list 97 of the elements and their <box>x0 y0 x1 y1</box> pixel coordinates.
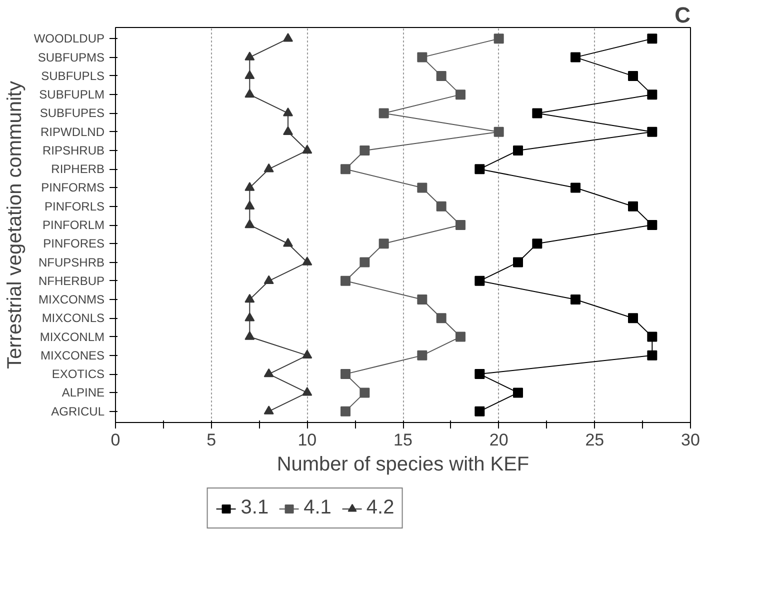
y-tick-label: WOODLDUP <box>34 32 104 46</box>
y-tick-label: PINFORES <box>43 236 104 251</box>
point <box>264 163 274 172</box>
y-tick-label: PINFORMS <box>41 180 105 195</box>
point <box>302 350 312 359</box>
annotation: C <box>674 2 691 28</box>
point <box>360 145 370 156</box>
point <box>378 238 389 249</box>
point <box>244 200 255 210</box>
y-tick-label: NFUPSHRB <box>38 255 105 270</box>
point <box>647 90 658 100</box>
y-tick-label: MIXCONLM <box>40 330 105 344</box>
point <box>244 219 255 228</box>
y-tick-label: MIXCONLS <box>42 311 105 326</box>
x-tick-label: 0 <box>110 430 120 450</box>
x-tick-label: 15 <box>394 430 412 450</box>
point <box>417 182 428 193</box>
point <box>628 313 638 324</box>
point <box>283 238 293 247</box>
y-tick-label: RIPHERB <box>51 162 104 176</box>
point <box>647 332 658 342</box>
x-tick-label: 30 <box>681 430 700 450</box>
legend-label: 4.2 <box>366 496 394 520</box>
point <box>340 164 350 174</box>
point <box>264 275 274 284</box>
point <box>570 294 580 305</box>
point <box>264 368 274 378</box>
point <box>244 312 255 322</box>
point <box>513 257 523 268</box>
y-tick-label: SUBFUPLS <box>41 68 105 83</box>
x-tick-label: 10 <box>298 430 317 450</box>
y-tick-label: MIXCONES <box>40 348 105 362</box>
point <box>474 276 485 286</box>
point <box>456 332 466 342</box>
point <box>532 108 542 118</box>
y-tick-label: SUBFUPLM <box>39 88 105 102</box>
point <box>264 406 274 414</box>
point <box>436 201 446 212</box>
x-tick-label: 20 <box>489 430 508 450</box>
point <box>628 70 638 81</box>
y-tick-label: PINFORLM <box>42 218 105 232</box>
y-tick-label: RIPWDLND <box>40 124 105 139</box>
point <box>456 90 466 100</box>
point <box>436 313 446 324</box>
y-tick-label: ALPINE <box>62 386 104 400</box>
point <box>647 126 658 137</box>
point <box>378 108 389 118</box>
point <box>244 294 255 303</box>
point <box>647 220 658 230</box>
point <box>417 294 428 305</box>
point <box>244 331 255 340</box>
y-tick-label: EXOTICS <box>52 367 105 382</box>
point <box>570 182 580 193</box>
point <box>494 34 504 44</box>
point <box>474 369 485 380</box>
legend-label: 4.1 <box>304 496 332 520</box>
point <box>456 220 466 230</box>
y-tick-label: SUBFUPES <box>40 106 105 120</box>
y-tick-label: MIXCONMS <box>38 292 104 307</box>
y-tick-label: AGRICUL <box>51 404 105 418</box>
point <box>340 276 350 286</box>
y-tick-label: NFHERBUP <box>38 274 105 288</box>
point <box>628 201 638 212</box>
point <box>244 88 255 98</box>
point <box>340 406 350 416</box>
point <box>244 182 255 191</box>
point <box>494 126 504 137</box>
point <box>436 70 446 81</box>
y-tick-label: RIPSHRUB <box>42 143 105 158</box>
point <box>513 145 523 156</box>
point <box>360 388 370 398</box>
point <box>513 388 523 398</box>
y-axis-title: Terrestrial vegetation community <box>4 81 26 369</box>
x-axis-title: Number of species with KEF <box>276 454 530 476</box>
point <box>340 369 350 380</box>
point <box>283 126 293 135</box>
point <box>474 164 485 174</box>
point <box>302 386 312 396</box>
point <box>283 108 293 116</box>
point <box>244 52 255 60</box>
point <box>474 406 485 416</box>
y-tick-label: PINFORLS <box>44 199 105 214</box>
point <box>647 34 658 44</box>
legend-label: 3.1 <box>240 496 269 520</box>
point <box>302 256 312 266</box>
y-tick-label: SUBFUPMS <box>38 50 105 64</box>
point <box>532 238 542 249</box>
point <box>570 52 580 62</box>
point <box>244 70 255 80</box>
point <box>647 350 658 360</box>
x-tick-label: 25 <box>585 430 604 450</box>
point <box>283 32 293 42</box>
point <box>302 144 312 154</box>
point <box>360 257 370 268</box>
point <box>417 350 428 360</box>
x-tick-label: 5 <box>206 430 216 450</box>
point <box>417 52 428 62</box>
